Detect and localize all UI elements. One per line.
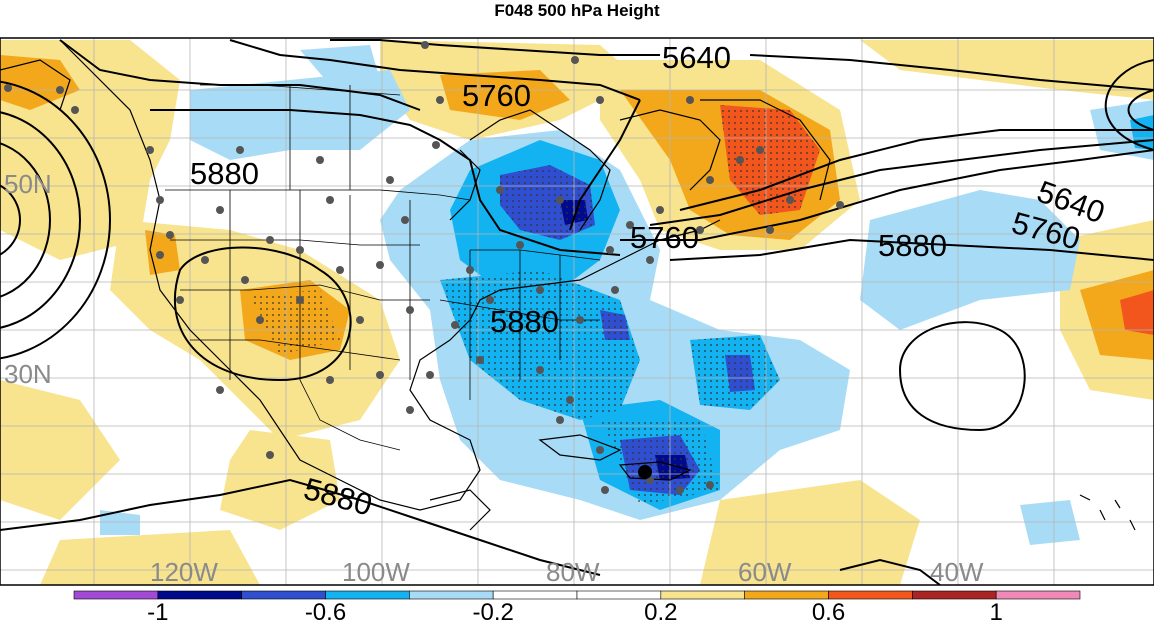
colorbar-label: -0.6 xyxy=(305,599,346,622)
coastlines xyxy=(0,39,1136,531)
political-boundaries xyxy=(165,84,601,451)
map-title: F048 500 hPa Height xyxy=(494,1,660,20)
colorbar-swatch xyxy=(325,590,410,600)
contour-label: 5880 xyxy=(490,304,559,339)
colorbar: -1 -0.6 -0.2 0.2 0.6 1 xyxy=(73,590,1081,622)
colorbar-swatch xyxy=(912,590,997,600)
colorbar-swatch xyxy=(73,590,159,600)
longitude-labels: 120W 100W 80W 60W 40W xyxy=(150,557,984,587)
lon-label-60w: 60W xyxy=(738,557,792,587)
colorbar-swatch xyxy=(744,590,829,600)
contour-label: 5880 xyxy=(190,156,259,191)
lon-label-80w: 80W xyxy=(546,557,600,587)
contour-label: 5760 xyxy=(462,78,531,113)
graticule xyxy=(0,38,1154,585)
colorbar-label: 0.6 xyxy=(812,599,845,622)
station-markers xyxy=(4,41,844,494)
colorbar-swatch xyxy=(576,590,662,600)
colorbar-label: -0.2 xyxy=(472,599,513,622)
lat-label-50n: 50N xyxy=(4,169,52,199)
map-frame xyxy=(0,37,1154,586)
colorbar-label: -1 xyxy=(147,599,168,622)
contour-label: 5880 xyxy=(878,228,947,263)
colorbar-swatch xyxy=(157,590,242,600)
contour-label: 5640 xyxy=(662,40,731,75)
colorbar-swatch xyxy=(241,590,326,600)
colorbar-swatch xyxy=(660,590,745,600)
colorbar-swatch xyxy=(492,590,578,600)
lon-label-120w: 120W xyxy=(150,557,218,587)
colorbar-label: 1 xyxy=(989,599,1002,622)
contour-label: 5760 xyxy=(630,220,699,255)
anomaly-shading xyxy=(0,40,1154,585)
colorbar-swatch xyxy=(995,590,1081,600)
height-contours xyxy=(0,39,1154,585)
lat-label-30n: 30N xyxy=(4,359,52,389)
latitude-labels: 50N 30N xyxy=(4,169,52,389)
lon-label-100w: 100W xyxy=(342,557,410,587)
colorbar-swatch xyxy=(409,590,494,600)
colorbar-label: 0.2 xyxy=(644,599,677,622)
lon-label-40w: 40W xyxy=(930,557,984,587)
colorbar-swatch xyxy=(828,590,913,600)
